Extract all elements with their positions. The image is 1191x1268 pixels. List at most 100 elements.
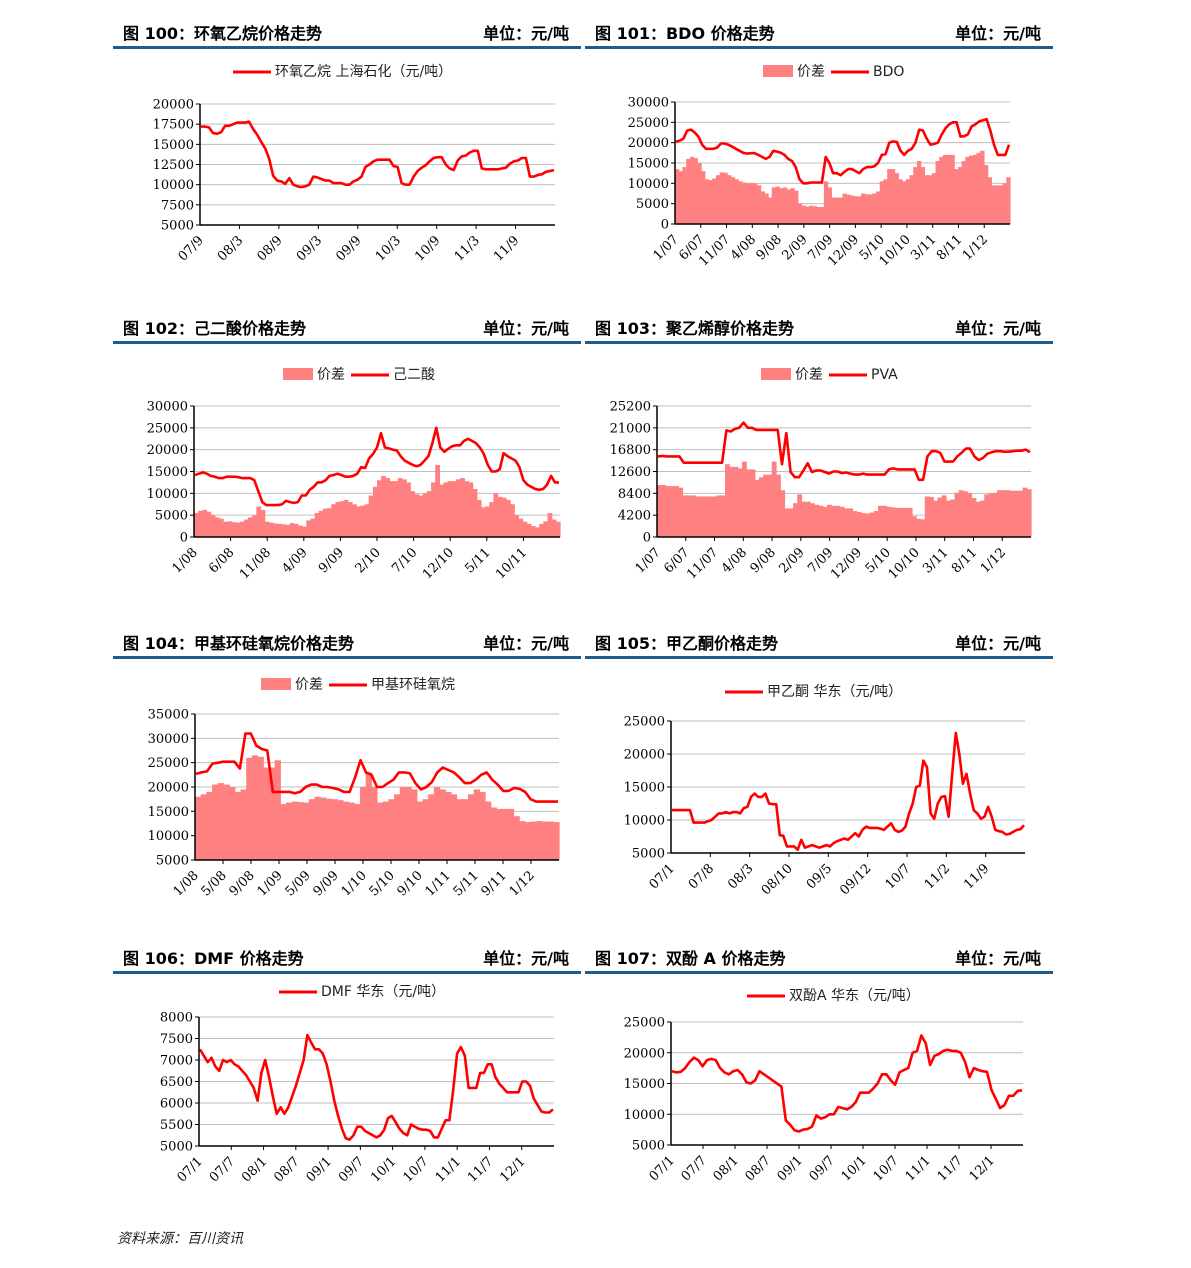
area-bar <box>657 485 662 537</box>
area-bar <box>886 506 892 537</box>
area-bar <box>337 800 344 860</box>
x-tick-label: 2/09 <box>779 232 810 263</box>
area-bar <box>895 507 900 537</box>
x-tick-label: 5/08 <box>199 868 230 899</box>
area-bar <box>522 521 528 537</box>
y-tick-label: 6500 <box>160 1075 193 1090</box>
x-tick-label: 8/11 <box>949 545 980 576</box>
area-bar <box>194 512 199 537</box>
x-tick-label: 10/7 <box>400 1154 431 1185</box>
area-bar <box>864 194 870 224</box>
area-bar <box>280 804 287 860</box>
area-bar <box>873 511 879 537</box>
y-tick-label: 17500 <box>153 118 194 133</box>
area-bar <box>377 480 382 537</box>
area-bar <box>371 787 378 860</box>
area-bar <box>723 172 728 224</box>
legend-label: 价差 <box>317 367 345 383</box>
area-bar <box>852 511 858 537</box>
y-tick-label: 10000 <box>153 178 194 193</box>
area-bar <box>268 767 276 860</box>
area-bar <box>406 482 411 537</box>
area-bar <box>991 185 996 224</box>
x-tick-label: 10/1 <box>839 1153 870 1184</box>
figure-header: 图 106：DMF 价格走势 单位：元/吨 <box>113 937 581 974</box>
x-tick-label: 2/09 <box>776 545 807 576</box>
y-tick-label: 7500 <box>161 198 194 213</box>
area-bar <box>712 178 717 224</box>
area-bar <box>935 160 940 224</box>
y-tick-label: 10000 <box>628 177 669 192</box>
area-bar <box>980 500 985 537</box>
area-bar <box>699 496 705 537</box>
area-bar <box>530 821 537 860</box>
chart-svg: 5000 10000 15000 20000 25000 07/1 07/8 08/3 08/1… <box>624 684 1025 898</box>
area-bar <box>468 482 474 537</box>
chart-svg: 5000 5500 6000 6500 7000 7500 8000 07/1 07/7 08/1… <box>160 984 554 1185</box>
area-bar <box>218 518 224 537</box>
area-bar <box>476 499 482 537</box>
area-bar <box>745 183 751 224</box>
legend-label: DMF 华东（元/吨） <box>321 984 445 1000</box>
y-tick-label: 5000 <box>155 509 188 524</box>
area-bar <box>941 495 947 537</box>
area-bar <box>240 789 247 860</box>
area-bar <box>975 501 981 537</box>
area-bar <box>727 175 732 224</box>
area-bar <box>206 791 213 860</box>
area-bar <box>909 175 914 224</box>
x-tick-label: 1/12 <box>507 868 538 899</box>
area-series-spread <box>657 461 1032 537</box>
area-bar <box>689 156 695 224</box>
x-tick-label: 3/11 <box>908 232 939 263</box>
area-bar <box>414 494 420 537</box>
panel-fig102: 图 102：己二酸价格走势 单位：元/吨 0 5000 10000 15000 20000 2… <box>113 307 581 582</box>
area-bar <box>248 517 253 537</box>
area-bar <box>969 155 974 224</box>
x-tick-label: 09/7 <box>807 1153 838 1184</box>
area-bar <box>876 191 881 224</box>
y-tick-label: 7500 <box>160 1032 193 1047</box>
area-series-spread <box>194 464 561 537</box>
legend-label: 甲乙酮 华东（元/吨） <box>767 684 902 700</box>
area-bar <box>1005 490 1011 537</box>
y-tick-label: 12600 <box>610 465 651 480</box>
x-tick-label: 1/12 <box>978 545 1009 576</box>
x-tick-label: 07/7 <box>679 1153 710 1184</box>
area-bar <box>963 491 968 537</box>
area-bar <box>1006 177 1011 224</box>
area-bar <box>822 506 828 537</box>
area-bar <box>229 787 236 860</box>
area-bar <box>980 150 985 224</box>
area-bar <box>835 197 840 224</box>
area-bar <box>462 799 469 860</box>
x-tick-label: 4/08 <box>728 232 759 263</box>
area-bar <box>447 481 453 537</box>
x-tick-label: 5/09 <box>283 868 314 899</box>
area-bar <box>742 461 747 537</box>
area-bar <box>519 821 526 860</box>
area-bar <box>303 802 310 860</box>
area-bar <box>861 193 866 224</box>
area-bar <box>812 206 818 224</box>
figure-title: 图 106：DMF 价格走势 <box>123 949 304 968</box>
area-bar <box>954 169 959 224</box>
area-bar <box>365 772 372 860</box>
legend-label: 甲基环硅氧烷 <box>371 676 455 693</box>
area-bar <box>912 516 917 537</box>
y-tick-label: 5000 <box>161 219 194 234</box>
figure-title: 图 101：BDO 价格走势 <box>595 24 775 43</box>
y-tick-label: 4200 <box>618 509 651 524</box>
area-bar <box>899 507 905 537</box>
area-bar <box>314 796 321 860</box>
x-tick-label: 08/10 <box>759 861 796 898</box>
area-bar <box>507 808 515 860</box>
area-bar <box>768 197 773 224</box>
area-bar <box>988 493 994 537</box>
area-bar <box>260 509 266 537</box>
y-tick-label: 5500 <box>160 1118 193 1133</box>
figure-title: 图 103：聚乙烯醇价格走势 <box>595 319 794 338</box>
area-bar <box>846 194 851 224</box>
area-bar <box>691 495 696 537</box>
figure-title: 图 105：甲乙酮价格走势 <box>595 634 778 653</box>
